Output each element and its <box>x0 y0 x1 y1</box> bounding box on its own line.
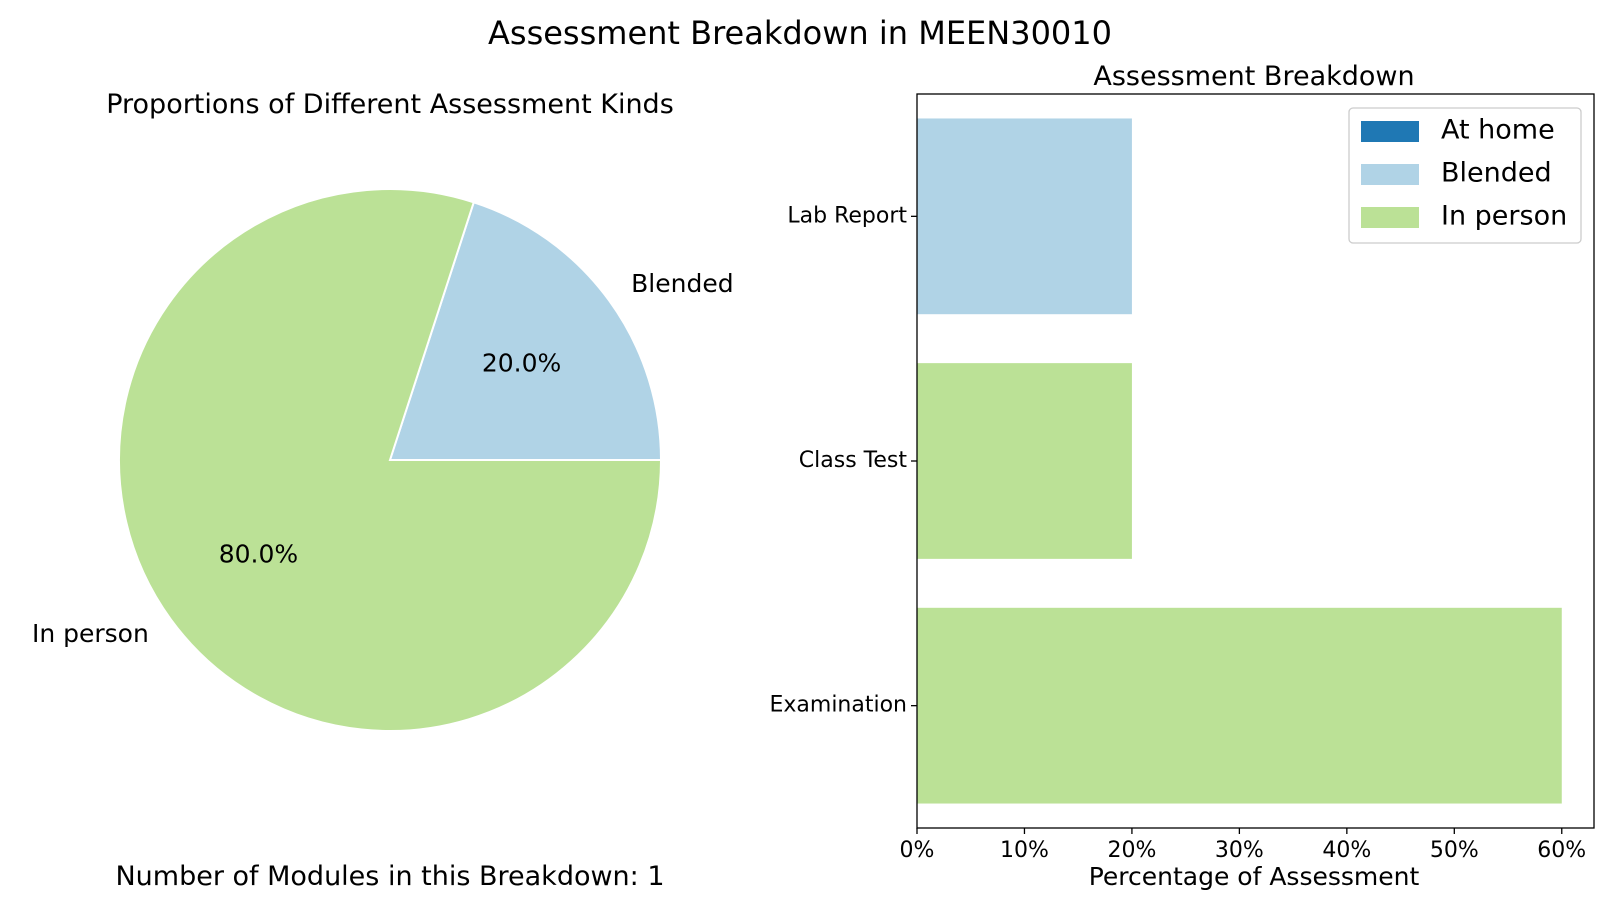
x-tick-label: 0% <box>900 838 935 863</box>
legend-items: At home Blended In person <box>1361 115 1567 232</box>
pie-slice-blended <box>388 201 663 461</box>
module-count-footer: Number of Modules in this Breakdown: 1 <box>115 861 664 892</box>
legend: At home Blended In person <box>1348 107 1582 244</box>
bars <box>917 118 1562 804</box>
y-tick-label-examination: Examination <box>769 693 907 718</box>
legend-item-at-home: At home <box>1361 115 1555 146</box>
pie-label-in-person: In person <box>32 619 149 648</box>
x-tick-label: 30% <box>1215 838 1264 863</box>
bar-class-test-in-person <box>917 363 1132 559</box>
bar-lab-report-blended <box>917 118 1132 315</box>
bar-examination-in-person <box>917 607 1562 804</box>
pie-pct-label-in-person: 80.0% <box>219 540 298 569</box>
x-tick-label: 40% <box>1322 838 1371 863</box>
legend-item-in-person: In person <box>1361 201 1567 232</box>
pie-label-blended: Blended <box>631 269 733 298</box>
y-axis: Lab Report Class Test Examination <box>769 203 917 718</box>
legend-label-at-home: At home <box>1441 115 1555 146</box>
bar-chart-title: Assessment Breakdown <box>1093 61 1414 92</box>
pie-labels: Blended 20.0% In person 80.0% <box>32 269 734 648</box>
legend-item-blended: Blended <box>1361 158 1552 189</box>
legend-label-blended: Blended <box>1441 158 1552 189</box>
legend-swatch-blended <box>1361 164 1419 185</box>
x-tick-label: 50% <box>1430 838 1479 863</box>
bar-chart: Assessment Breakdown Lab Report Class Tes… <box>769 61 1595 891</box>
pie-pct-label-blended: 20.0% <box>482 348 561 377</box>
y-tick-label-lab-report: Lab Report <box>787 203 907 228</box>
pie-slice-in-person <box>118 188 663 732</box>
pie-chart-title: Proportions of Different Assessment Kind… <box>106 89 674 120</box>
x-tick-label: 20% <box>1107 838 1156 863</box>
x-tick-label: 60% <box>1537 838 1586 863</box>
x-axis: 0% 10% 20% 30% 40% 50% 60% <box>900 828 1586 863</box>
y-tick-label-class-test: Class Test <box>799 448 908 473</box>
x-axis-label: Percentage of Assessment <box>1089 862 1420 891</box>
legend-swatch-at-home <box>1361 121 1419 142</box>
pie-chart: Proportions of Different Assessment Kind… <box>32 89 734 732</box>
legend-label-in-person: In person <box>1441 201 1567 232</box>
x-tick-label: 10% <box>1000 838 1049 863</box>
pie-slices <box>118 188 663 732</box>
figure-suptitle: Assessment Breakdown in MEEN30010 <box>488 14 1112 52</box>
legend-swatch-in-person <box>1361 207 1419 228</box>
